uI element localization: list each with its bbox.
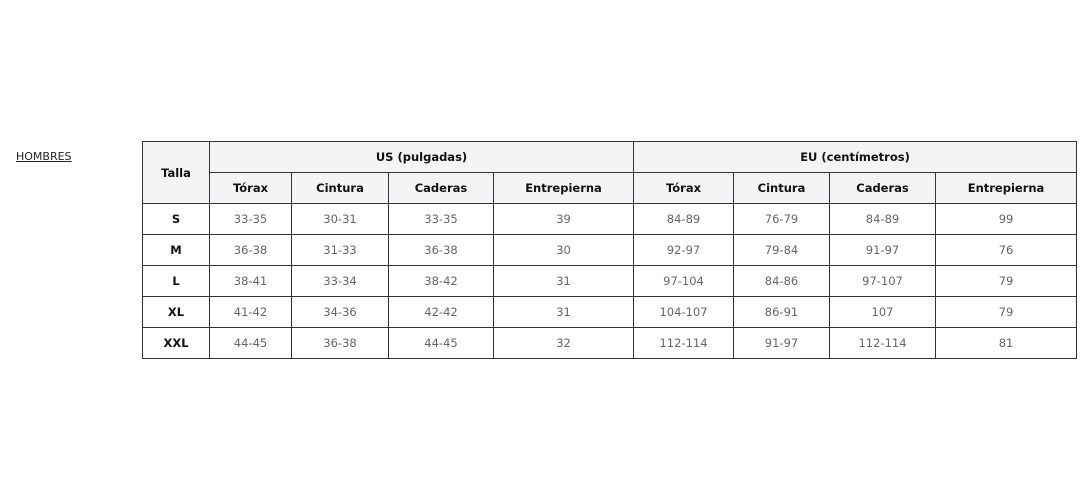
- size-cell: L: [142, 265, 210, 297]
- measurement-cell: 42-42: [388, 296, 494, 328]
- measurement-cell: 79: [935, 296, 1078, 328]
- measurement-cell: 81: [935, 327, 1078, 359]
- measurement-cell: 84-86: [733, 265, 831, 297]
- column-header: Entrepierna: [935, 172, 1078, 204]
- measurement-cell: 30: [492, 234, 635, 266]
- table-row: M 36-38 31-33 36-38 30 92-97 79-84 91-97 76: [142, 234, 1078, 266]
- measurement-cell: 41-42: [209, 296, 292, 328]
- measurement-cell: 30-31: [291, 203, 389, 235]
- measurement-cell: 36-38: [388, 234, 494, 266]
- column-header: Caderas: [388, 172, 494, 204]
- measurement-cell: 79-84: [733, 234, 831, 266]
- size-cell: XXL: [142, 327, 210, 359]
- measurement-cell: 38-41: [209, 265, 292, 297]
- measurement-cell: 31-33: [291, 234, 389, 266]
- measurement-cell: 32: [492, 327, 635, 359]
- measurement-cell: 38-42: [388, 265, 494, 297]
- measurement-cell: 44-45: [209, 327, 292, 359]
- size-chart-table: Talla US (pulgadas) EU (centímetros) Tór…: [142, 141, 1078, 359]
- measurement-cell: 97-107: [829, 265, 937, 297]
- measurement-cell: 39: [492, 203, 635, 235]
- column-header: Cintura: [733, 172, 831, 204]
- measurement-cell: 84-89: [633, 203, 735, 235]
- measurement-cell: 76-79: [733, 203, 831, 235]
- measurement-cell: 31: [492, 296, 635, 328]
- size-cell: S: [142, 203, 210, 235]
- table-row: L 38-41 33-34 38-42 31 97-104 84-86 97-107 79: [142, 265, 1078, 297]
- measurement-cell: 97-104: [633, 265, 735, 297]
- eu-group-header: EU (centímetros): [633, 141, 1078, 173]
- table-row: XL 41-42 34-36 42-42 31 104-107 86-91 107 79: [142, 296, 1078, 328]
- measurement-cell: 31: [492, 265, 635, 297]
- measurement-cell: 34-36: [291, 296, 389, 328]
- measurement-cell: 33-34: [291, 265, 389, 297]
- measurement-cell: 33-35: [388, 203, 494, 235]
- measurement-cell: 104-107: [633, 296, 735, 328]
- column-header: Tórax: [633, 172, 735, 204]
- measurement-cell: 76: [935, 234, 1078, 266]
- measurement-cell: 112-114: [829, 327, 937, 359]
- size-cell: XL: [142, 296, 210, 328]
- measurement-cell: 86-91: [733, 296, 831, 328]
- table-row: S 33-35 30-31 33-35 39 84-89 76-79 84-89 99: [142, 203, 1078, 235]
- column-header: Caderas: [829, 172, 937, 204]
- table-row: XXL 44-45 36-38 44-45 32 112-114 91-97 112-114 8…: [142, 327, 1078, 359]
- size-cell: M: [142, 234, 210, 266]
- measurement-cell: 36-38: [291, 327, 389, 359]
- measurement-cell: 92-97: [633, 234, 735, 266]
- size-header: Talla: [142, 141, 210, 204]
- measurement-cell: 112-114: [633, 327, 735, 359]
- column-header: Tórax: [209, 172, 292, 204]
- column-header: Cintura: [291, 172, 389, 204]
- measurement-cell: 84-89: [829, 203, 937, 235]
- measurement-cell: 33-35: [209, 203, 292, 235]
- measurement-cell: 99: [935, 203, 1078, 235]
- section-title: HOMBRES: [16, 150, 72, 163]
- measurement-cell: 91-97: [829, 234, 937, 266]
- measurement-cell: 107: [829, 296, 937, 328]
- measurement-cell: 44-45: [388, 327, 494, 359]
- column-header: Entrepierna: [492, 172, 635, 204]
- group-header-row: Talla US (pulgadas) EU (centímetros): [142, 141, 1078, 204]
- measurement-cell: 91-97: [733, 327, 831, 359]
- column-header-row: Tórax Cintura Caderas Entrepierna Tórax Cintu…: [143, 172, 1078, 204]
- measurement-cell: 79: [935, 265, 1078, 297]
- us-group-header: US (pulgadas): [208, 141, 635, 173]
- measurement-cell: 36-38: [209, 234, 292, 266]
